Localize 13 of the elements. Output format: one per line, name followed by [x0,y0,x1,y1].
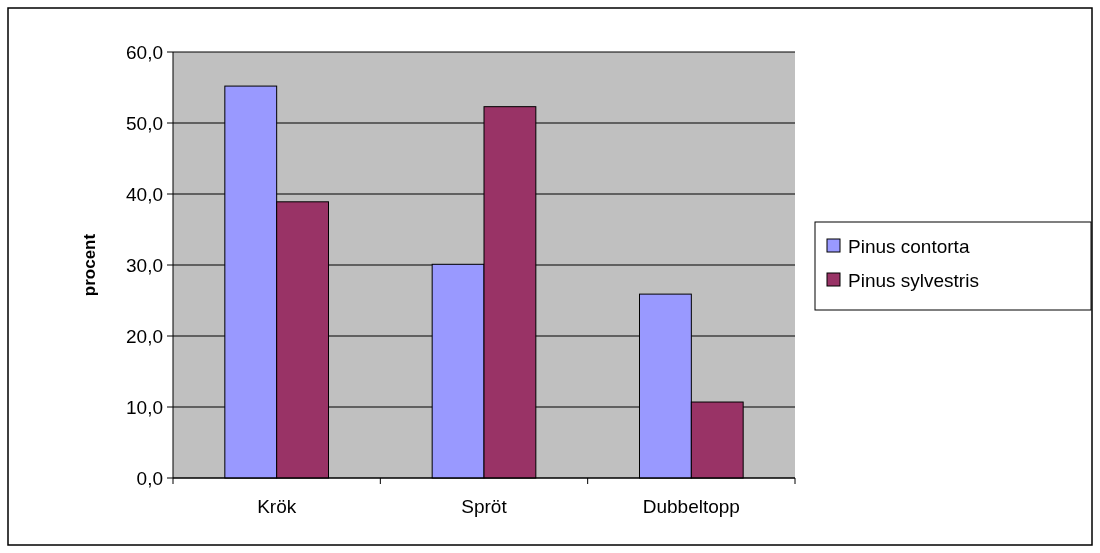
y-tick-label: 30,0 [126,254,163,276]
x-tick-label: Krök [257,496,297,517]
y-tick-label: 20,0 [126,325,163,347]
legend-label: Pinus contorta [848,235,970,257]
y-tick-label: 60,0 [126,41,163,63]
y-tick-label: 10,0 [126,396,163,418]
legend-label: Pinus sylvestris [848,269,979,291]
y-tick-label: 50,0 [126,112,163,134]
x-tick-label: Dubbeltopp [642,496,740,517]
y-tick-label: 40,0 [126,183,163,205]
y-axis-title: procent [80,233,99,297]
x-tick-label: Spröt [461,496,508,517]
y-tick-label: 0,0 [136,467,163,489]
